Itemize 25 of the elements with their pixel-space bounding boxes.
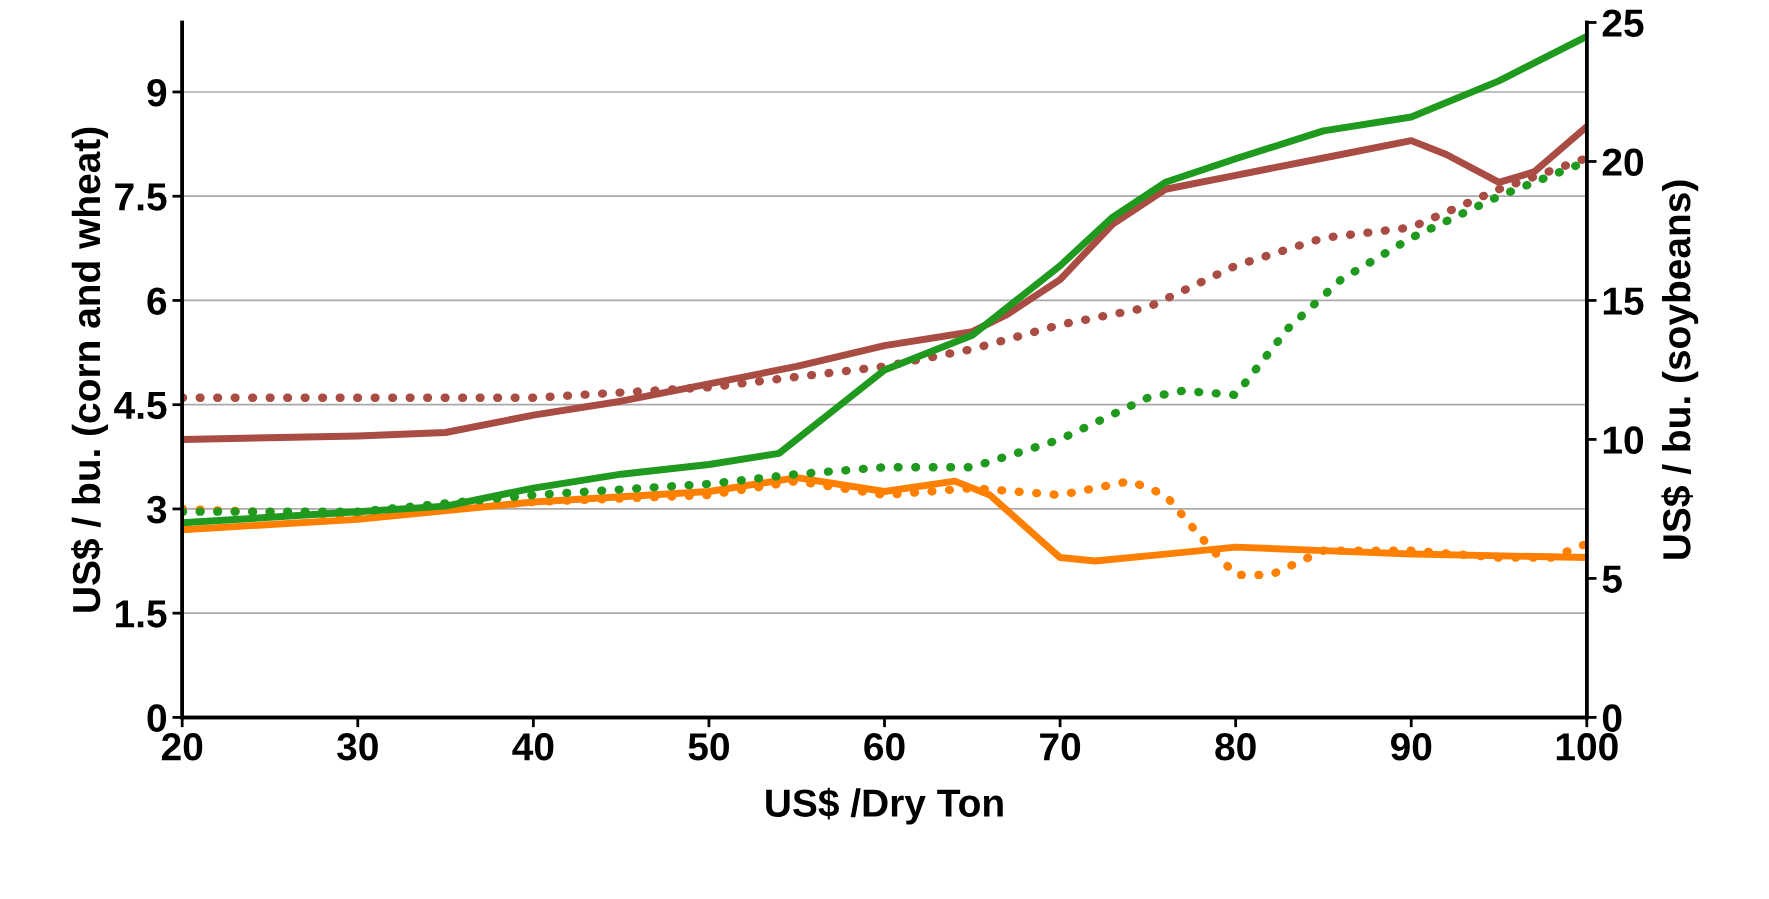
- y-tick-label: 1.5: [116, 600, 167, 628]
- y2-tick-label: 0: [1602, 704, 1622, 732]
- y-tick-label: 3: [146, 495, 167, 524]
- y2-axis-title: US$ / bu. (soybeans): [1661, 180, 1699, 559]
- y2-tick-label: 5: [1602, 565, 1622, 593]
- x-tick-label: 30: [337, 733, 378, 761]
- x-tick-label: 20: [161, 733, 203, 761]
- x-tick-label: 70: [1040, 733, 1081, 761]
- y2-tick-label: 25: [1602, 9, 1644, 37]
- x-tick-label: 50: [688, 733, 729, 761]
- y2-tick-label: 20: [1602, 148, 1644, 176]
- y-tick-label: 7.5: [115, 183, 167, 211]
- y2-tick-label: 10: [1603, 426, 1644, 454]
- y-tick-label: 4.5: [114, 392, 167, 420]
- y-tick-label: 9: [147, 78, 167, 107]
- x-tick-label: 80: [1215, 733, 1256, 761]
- x-tick-label: 60: [864, 733, 905, 761]
- y-axis-title: US$ / bu. (corn and wheat): [71, 127, 109, 612]
- x-tick-label: 90: [1390, 733, 1432, 761]
- x-axis-title: US$ /Dry Ton: [766, 787, 1003, 825]
- x-tick-label: 40: [512, 733, 554, 761]
- y2-tick-label: 15: [1603, 287, 1644, 315]
- y-tick-label: 6: [147, 287, 167, 315]
- y-tick-label: 0: [147, 704, 167, 732]
- x-tick-label: 100: [1556, 733, 1618, 761]
